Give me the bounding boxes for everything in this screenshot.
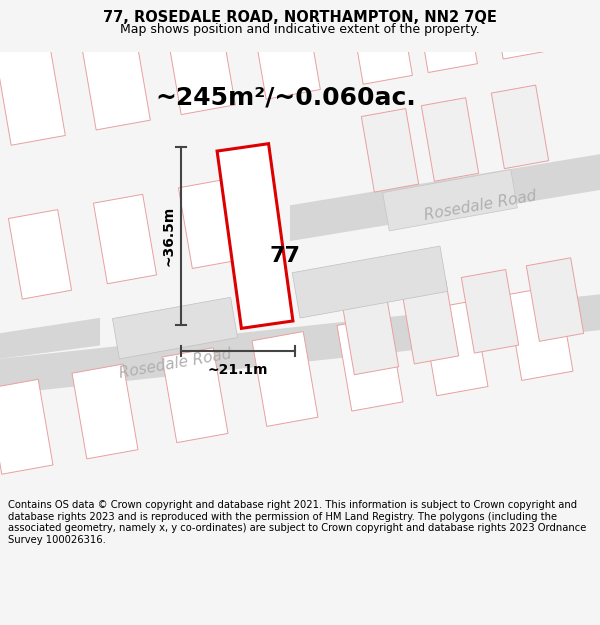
Polygon shape xyxy=(488,0,553,59)
Polygon shape xyxy=(337,316,403,411)
Polygon shape xyxy=(341,291,398,375)
Polygon shape xyxy=(526,258,584,341)
Polygon shape xyxy=(413,0,478,72)
Polygon shape xyxy=(80,24,151,130)
Polygon shape xyxy=(461,269,518,353)
Text: Contains OS data © Crown copyright and database right 2021. This information is : Contains OS data © Crown copyright and d… xyxy=(8,500,586,545)
Polygon shape xyxy=(178,179,242,269)
Text: Map shows position and indicative extent of the property.: Map shows position and indicative extent… xyxy=(120,23,480,36)
Polygon shape xyxy=(162,348,228,442)
Polygon shape xyxy=(112,298,238,359)
Text: ~36.5m: ~36.5m xyxy=(162,206,176,266)
Text: Rosedale Road: Rosedale Road xyxy=(118,347,232,381)
Polygon shape xyxy=(252,331,318,426)
Text: ~245m²/~0.060ac.: ~245m²/~0.060ac. xyxy=(155,86,416,110)
Polygon shape xyxy=(421,98,479,181)
Polygon shape xyxy=(8,209,71,299)
Text: 77, ROSEDALE ROAD, NORTHAMPTON, NN2 7QE: 77, ROSEDALE ROAD, NORTHAMPTON, NN2 7QE xyxy=(103,11,497,26)
Polygon shape xyxy=(361,109,419,192)
Polygon shape xyxy=(422,301,488,396)
Polygon shape xyxy=(290,154,600,241)
Polygon shape xyxy=(250,0,320,99)
Polygon shape xyxy=(292,246,448,318)
Text: ~21.1m: ~21.1m xyxy=(208,363,268,377)
Polygon shape xyxy=(491,85,548,169)
Polygon shape xyxy=(507,286,573,381)
Polygon shape xyxy=(0,40,65,145)
Polygon shape xyxy=(0,294,600,394)
Polygon shape xyxy=(0,379,53,474)
Text: 77: 77 xyxy=(269,246,301,266)
Polygon shape xyxy=(401,281,458,364)
Polygon shape xyxy=(0,318,100,359)
Polygon shape xyxy=(164,9,235,114)
Polygon shape xyxy=(94,194,157,284)
Polygon shape xyxy=(347,0,412,84)
Polygon shape xyxy=(72,364,138,459)
Polygon shape xyxy=(383,169,517,231)
Polygon shape xyxy=(217,144,293,328)
Text: Rosedale Road: Rosedale Road xyxy=(422,188,538,222)
